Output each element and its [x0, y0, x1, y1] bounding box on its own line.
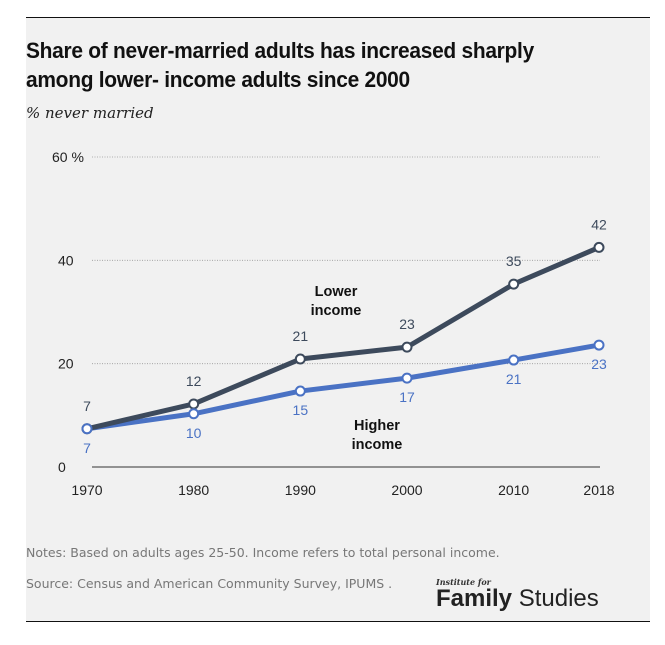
x-tick-label: 1980 [178, 482, 209, 498]
chart-subtitle: % never married [26, 104, 154, 122]
data-label: 7 [83, 398, 91, 414]
data-point [188, 398, 200, 410]
logo-small-text: Institute for [436, 577, 491, 587]
data-label: 35 [506, 253, 522, 269]
data-label: 23 [591, 356, 607, 372]
source: Source: Census and American Community Su… [26, 576, 393, 591]
chart-title: Share of never-married adults has increa… [26, 38, 534, 92]
x-tick-label: 1990 [285, 482, 316, 498]
data-label: 21 [506, 371, 522, 387]
data-point [81, 423, 93, 435]
series-label: income [352, 437, 403, 453]
y-tick-label: 20 [58, 356, 74, 372]
x-tick-label: 2000 [391, 482, 422, 498]
series-line [86, 245, 600, 432]
logo-bold-text: Family [436, 585, 513, 612]
data-label: 10 [186, 425, 202, 441]
data-label: 42 [591, 216, 607, 232]
data-point [294, 385, 306, 397]
y-tick-label: 40 [58, 252, 74, 268]
series-line [86, 342, 600, 432]
data-label: 12 [186, 373, 202, 389]
x-tick-label: 1970 [71, 482, 102, 498]
data-point [401, 372, 413, 384]
data-point [401, 341, 413, 353]
y-tick-label: 60 % [52, 149, 84, 165]
logo-light-text: Studies [518, 585, 599, 612]
logo: Institute for Family Studies [436, 577, 599, 611]
series-label: Lower [315, 284, 358, 300]
data-point [508, 278, 520, 290]
data-label: 21 [293, 328, 309, 344]
series-label: income [311, 303, 362, 319]
data-point [593, 241, 605, 253]
x-tick-label: 2018 [583, 482, 614, 498]
series-label: Higher [354, 418, 400, 434]
data-point [188, 408, 200, 420]
data-point [508, 354, 520, 366]
data-label: 17 [399, 389, 415, 405]
data-label: 7 [83, 440, 91, 456]
data-point [294, 353, 306, 365]
y-tick-label: 0 [58, 459, 66, 475]
chart-panel [26, 17, 650, 622]
data-label: 15 [293, 402, 309, 418]
data-point [593, 339, 605, 351]
data-label: 23 [399, 316, 415, 332]
notes: Notes: Based on adults ages 25-50. Incom… [26, 545, 500, 560]
x-tick-label: 2010 [498, 482, 529, 498]
